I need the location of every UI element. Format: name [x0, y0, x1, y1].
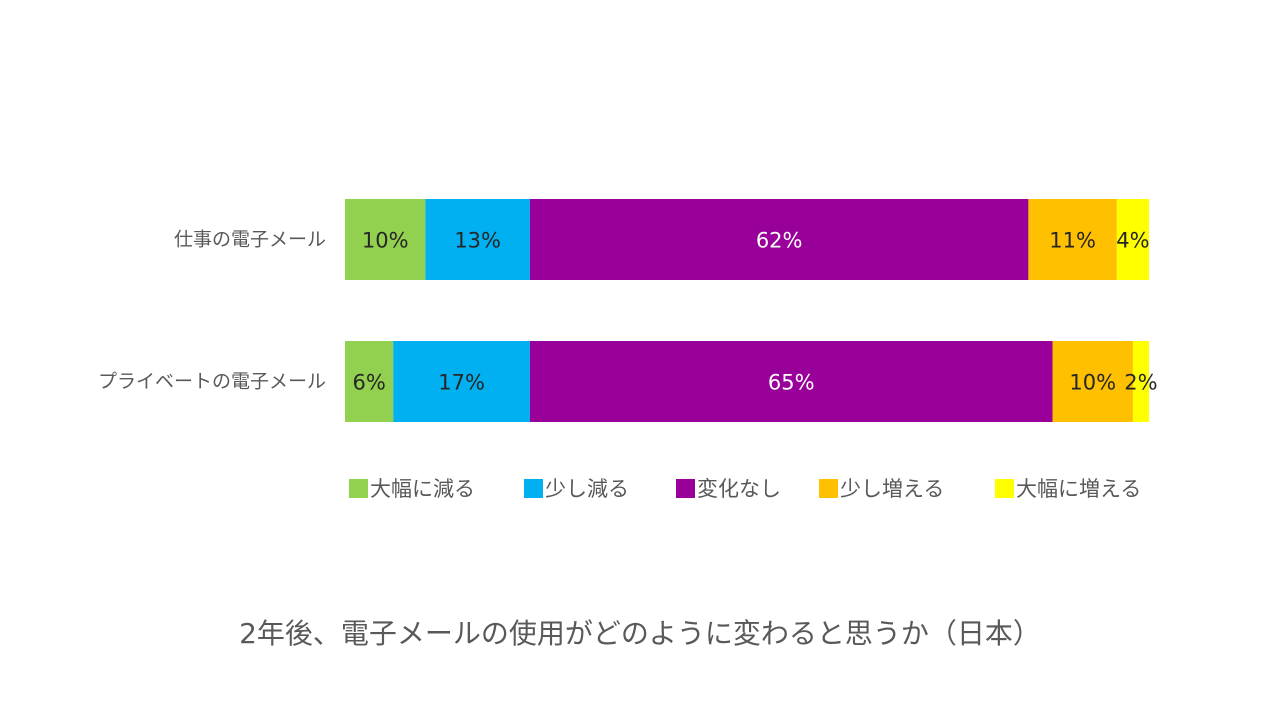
bar-segment [1052, 341, 1133, 422]
bar-segment [393, 341, 530, 422]
bars-layer: 10% 13% 62% 11% 4% 6% 17% 65% 10% 2% [345, 199, 1158, 422]
legend-label: 大幅に増える [1016, 477, 1141, 501]
data-label: 17% [438, 371, 485, 395]
bar-segment [345, 341, 394, 422]
legend-label: 大幅に減る [370, 477, 475, 501]
data-label: 6% [352, 371, 385, 395]
legend-label: 少し増える [840, 477, 944, 501]
legend-label: 少し減る [545, 477, 629, 501]
bar-segment [1132, 341, 1149, 422]
category-label: 仕事の電子メール [174, 229, 326, 251]
legend-swatch [349, 479, 368, 498]
data-label: 13% [454, 229, 501, 253]
legend-swatch [676, 479, 695, 498]
legend-swatch [819, 479, 838, 498]
bar-segment [345, 199, 426, 280]
data-label: 2% [1124, 371, 1157, 395]
bar-segment [529, 341, 1053, 422]
bar-segment [529, 199, 1029, 280]
bar-segment [1028, 199, 1117, 280]
legend-swatch [524, 479, 543, 498]
data-label: 65% [768, 371, 815, 395]
data-label: 62% [756, 229, 803, 253]
category-label: プライベートの電子メール [98, 371, 326, 393]
legend: 大幅に減る 少し減る 変化なし 少し増える 大幅に増える [349, 477, 1141, 501]
data-label: 11% [1049, 229, 1096, 253]
bar-segment [1116, 199, 1149, 280]
data-label: 10% [362, 229, 409, 253]
bar-segment [425, 199, 530, 280]
data-label: 4% [1116, 229, 1149, 253]
chart-title: 2年後、電子メールの使用がどのように変わると思うか（日本） [239, 617, 1041, 650]
legend-label: 変化なし [697, 477, 781, 501]
data-label: 10% [1069, 371, 1116, 395]
legend-swatch [995, 479, 1014, 498]
